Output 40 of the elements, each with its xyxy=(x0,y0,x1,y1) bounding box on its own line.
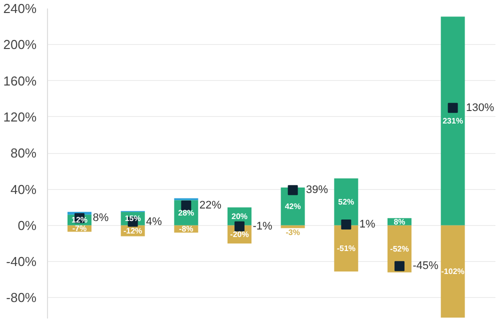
data-label: -12% xyxy=(123,226,142,236)
point xyxy=(288,185,298,196)
data-label: 20% xyxy=(231,212,248,221)
data-label: 8% xyxy=(92,212,109,224)
y-tick-label: 160% xyxy=(3,73,37,88)
y-tick-label: 40% xyxy=(10,182,37,197)
point xyxy=(394,261,404,272)
y-tick-label: 200% xyxy=(3,37,37,52)
y-tick-label: 80% xyxy=(10,146,37,161)
data-label: 52% xyxy=(338,197,354,206)
bar xyxy=(334,225,358,272)
data-label: 8% xyxy=(394,217,406,226)
y-tick-label: -40% xyxy=(6,254,37,270)
data-label: -7% xyxy=(72,224,87,234)
bar xyxy=(280,225,305,228)
data-label: -1% xyxy=(252,220,272,232)
data-label: 42% xyxy=(284,202,301,211)
data-label: -51% xyxy=(336,244,356,253)
data-label: 231% xyxy=(442,116,464,126)
y-tick-label: -80% xyxy=(6,290,37,306)
data-label: -20% xyxy=(230,230,249,239)
point xyxy=(448,102,458,113)
data-label: -3% xyxy=(286,228,300,238)
data-label: -45% xyxy=(412,260,439,272)
data-label: 1% xyxy=(359,218,376,231)
data-label: 130% xyxy=(466,102,494,114)
point xyxy=(234,221,244,232)
y-tick-label: 0% xyxy=(18,218,37,233)
data-label: 39% xyxy=(306,184,328,196)
data-label: 28% xyxy=(178,208,194,218)
data-label: 22% xyxy=(199,200,222,212)
bar xyxy=(440,225,465,318)
y-tick-label: 120% xyxy=(3,109,37,124)
bar xyxy=(440,16,465,226)
y-tick-label: 240% xyxy=(3,1,37,16)
data-label: -102% xyxy=(441,267,464,276)
data-label: -52% xyxy=(390,244,409,254)
point xyxy=(341,220,352,230)
data-label: -8% xyxy=(179,224,194,234)
data-label: 4% xyxy=(146,216,162,228)
